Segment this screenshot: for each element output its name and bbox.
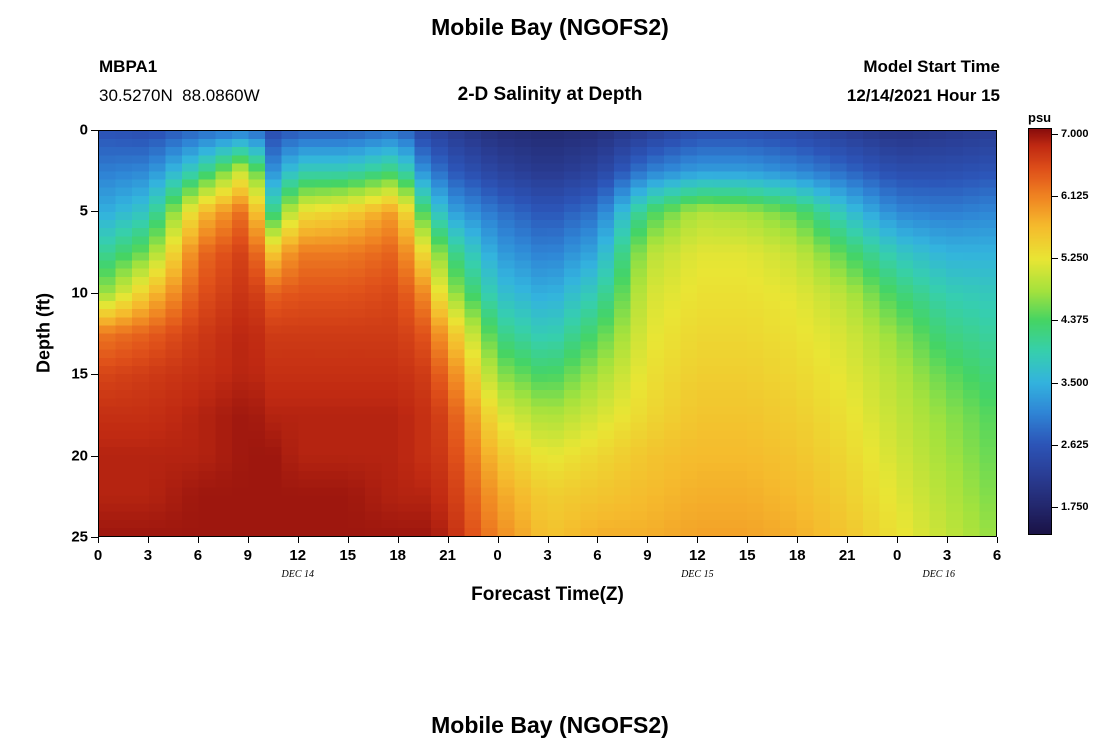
- x-tick-mark: [197, 537, 199, 543]
- y-tick-mark: [91, 130, 98, 131]
- x-tick-label: 15: [339, 547, 357, 564]
- x-tick-label: 18: [389, 547, 406, 564]
- x-tick-label: 18: [788, 547, 806, 564]
- x-tick-label: 15: [738, 547, 756, 564]
- x-tick-mark: [997, 537, 998, 543]
- x-tick-mark: [947, 537, 949, 543]
- x-tick-label: 6: [593, 547, 602, 564]
- y-tick-label: 5: [79, 202, 88, 220]
- x-tick-mark: [397, 537, 399, 543]
- x-tick-label: 9: [243, 547, 252, 564]
- x-tick-label: 12: [688, 547, 706, 564]
- date-label: DEC 14: [281, 569, 315, 580]
- station-id: MBPA1: [99, 57, 158, 76]
- colorbar-tick-label: 1.750: [1061, 501, 1089, 514]
- colorbar-tick-mark: [1052, 258, 1058, 260]
- x-tick-mark: [297, 537, 299, 543]
- model-start-time-value: 12/14/2021 Hour 15: [846, 86, 1000, 105]
- y-tick-label: 20: [71, 447, 88, 465]
- colorbar-tick-mark: [1052, 195, 1058, 197]
- x-tick-mark: [147, 537, 149, 543]
- heatmap-plot-area: [98, 130, 997, 537]
- plot-subtitle: 2-D Salinity at Depth: [457, 84, 643, 105]
- x-tick-label: 3: [543, 547, 552, 564]
- colorbar: [1028, 128, 1052, 535]
- x-tick-mark: [897, 537, 899, 543]
- x-tick-label: 0: [493, 547, 502, 564]
- colorbar-tick-mark: [1052, 507, 1058, 509]
- y-tick-mark: [91, 292, 98, 294]
- colorbar-tick-label: 5.250: [1061, 252, 1089, 265]
- y-tick-label: 0: [79, 121, 88, 139]
- y-tick-mark: [91, 537, 98, 538]
- colorbar-tick-label: 3.500: [1061, 376, 1089, 389]
- x-tick-label: 21: [439, 547, 456, 564]
- x-tick-label: 12: [289, 547, 307, 564]
- x-tick-label: 3: [143, 547, 153, 564]
- colorbar-unit-label: psu: [1028, 110, 1052, 125]
- salinity-heatmap-canvas: [99, 131, 996, 536]
- y-axis-label: Depth (ft): [33, 293, 54, 373]
- x-tick-mark: [347, 537, 349, 543]
- x-tick-mark: [847, 537, 849, 543]
- second-plot-title: Mobile Bay (NGOFS2): [431, 712, 669, 738]
- x-tick-mark: [797, 537, 799, 543]
- y-tick-mark: [91, 455, 98, 457]
- y-tick-mark: [91, 211, 98, 213]
- x-tick-label: 0: [892, 547, 902, 564]
- date-label: DEC 15: [681, 569, 714, 580]
- x-tick-mark: [247, 537, 249, 543]
- colorbar-tick-label: 7.000: [1061, 127, 1089, 140]
- colorbar-tick-mark: [1052, 444, 1058, 446]
- model-start-time-label: Model Start Time: [863, 57, 1000, 76]
- x-tick-label: 9: [643, 547, 652, 564]
- y-tick-label: 25: [71, 528, 88, 546]
- x-tick-label: 21: [838, 547, 856, 564]
- x-tick-mark: [547, 537, 549, 543]
- x-tick-label: 6: [992, 547, 1002, 564]
- y-tick-mark: [91, 374, 98, 376]
- x-tick-mark: [497, 537, 499, 543]
- colorbar-tick-mark: [1052, 133, 1058, 135]
- date-label: DEC 16: [922, 569, 955, 580]
- colorbar-canvas: [1029, 129, 1051, 534]
- x-tick-mark: [697, 537, 699, 543]
- x-tick-mark: [647, 537, 649, 543]
- station-coordinates: 30.5270N 88.0860W: [99, 86, 260, 105]
- colorbar-tick-label: 2.625: [1061, 438, 1089, 451]
- colorbar-tick-mark: [1052, 382, 1058, 384]
- colorbar-tick-label: 4.375: [1061, 314, 1089, 327]
- x-tick-label: 6: [193, 547, 203, 564]
- x-axis-label: Forecast Time(Z): [471, 584, 624, 605]
- x-tick-label: 0: [93, 547, 103, 564]
- colorbar-tick-label: 6.125: [1061, 189, 1089, 202]
- x-tick-label: 3: [942, 547, 952, 564]
- colorbar-tick-mark: [1052, 320, 1058, 322]
- y-tick-label: 10: [71, 284, 88, 302]
- page-title: Mobile Bay (NGOFS2): [431, 14, 669, 40]
- x-tick-mark: [447, 537, 449, 543]
- x-tick-mark: [98, 537, 99, 543]
- x-tick-mark: [747, 537, 749, 543]
- x-tick-mark: [597, 537, 599, 543]
- y-tick-label: 15: [71, 365, 88, 383]
